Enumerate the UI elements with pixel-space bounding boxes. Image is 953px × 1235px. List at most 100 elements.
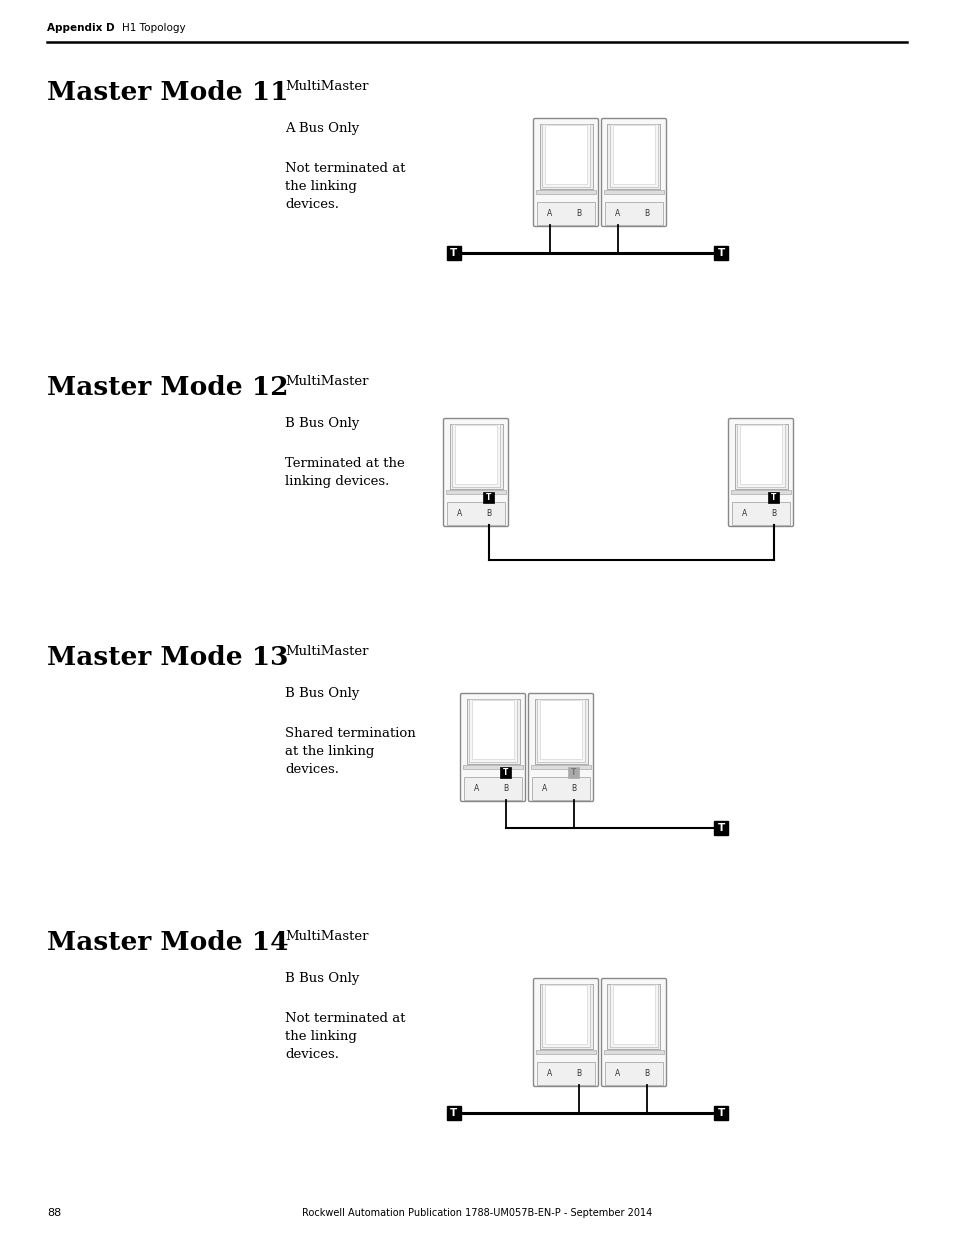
Bar (603, 190, 663, 194)
FancyBboxPatch shape (601, 978, 666, 1087)
Text: Not terminated at
the linking
devices.: Not terminated at the linking devices. (285, 162, 405, 211)
Bar (610, 984, 657, 1046)
Bar (539, 984, 592, 1049)
Bar (449, 424, 502, 489)
Bar (607, 984, 659, 1049)
Bar (536, 1050, 596, 1055)
Bar (466, 699, 519, 764)
Text: B Bus Only: B Bus Only (285, 972, 359, 986)
Text: MultiMaster: MultiMaster (285, 930, 368, 944)
Bar (537, 699, 584, 762)
Bar (537, 201, 595, 225)
Bar (455, 426, 497, 484)
FancyBboxPatch shape (528, 694, 593, 802)
Text: Rockwell Automation Publication 1788-UM057B-EN-P - September 2014: Rockwell Automation Publication 1788-UM0… (301, 1208, 652, 1218)
Text: A: A (615, 209, 619, 217)
Bar (713, 246, 727, 261)
Bar (610, 124, 657, 186)
Bar (537, 1062, 595, 1086)
Text: T: T (486, 493, 491, 501)
FancyBboxPatch shape (533, 978, 598, 1087)
Text: B: B (643, 1070, 649, 1078)
Text: 88: 88 (47, 1208, 61, 1218)
Bar (452, 424, 499, 487)
Text: T: T (717, 823, 724, 832)
Bar (534, 699, 587, 764)
Bar (469, 699, 517, 762)
Bar (730, 490, 790, 494)
Text: T: T (717, 1108, 724, 1118)
Text: B: B (770, 509, 776, 517)
Text: B: B (576, 1070, 580, 1078)
Text: Master Mode 13: Master Mode 13 (47, 645, 288, 671)
Text: A: A (546, 209, 552, 217)
Bar (539, 124, 592, 189)
Text: Appendix D: Appendix D (47, 23, 114, 33)
Text: A: A (546, 1070, 552, 1078)
Bar (446, 490, 505, 494)
Text: A: A (456, 509, 462, 517)
Bar (607, 124, 659, 189)
Text: Master Mode 12: Master Mode 12 (47, 375, 288, 400)
Bar (541, 984, 589, 1046)
Text: T: T (450, 248, 457, 258)
Text: A: A (541, 784, 547, 793)
Bar (463, 777, 521, 800)
Bar (734, 424, 786, 489)
Text: B: B (643, 209, 649, 217)
Bar (447, 246, 460, 261)
Bar (483, 492, 494, 503)
Bar (604, 1062, 662, 1086)
Text: Master Mode 11: Master Mode 11 (47, 80, 288, 105)
Bar (531, 777, 590, 800)
Bar (731, 501, 789, 525)
Text: B: B (486, 509, 491, 517)
Text: T: T (770, 493, 776, 501)
Text: A: A (615, 1070, 619, 1078)
Bar (499, 767, 511, 778)
Bar (544, 126, 587, 184)
Text: H1 Topology: H1 Topology (122, 23, 186, 33)
Text: B: B (576, 209, 580, 217)
Bar (541, 124, 589, 186)
Text: Not terminated at
the linking
devices.: Not terminated at the linking devices. (285, 1011, 405, 1061)
Bar (603, 1050, 663, 1055)
Bar (544, 986, 587, 1044)
Text: A: A (741, 509, 746, 517)
Text: T: T (502, 768, 508, 777)
FancyBboxPatch shape (728, 419, 793, 526)
Text: T: T (571, 768, 576, 777)
Bar (737, 424, 784, 487)
Bar (539, 700, 581, 760)
Bar (568, 767, 578, 778)
Bar (604, 201, 662, 225)
Bar (713, 1107, 727, 1120)
Bar (536, 190, 596, 194)
Bar (767, 492, 779, 503)
Bar (713, 821, 727, 835)
FancyBboxPatch shape (460, 694, 525, 802)
Bar (739, 426, 781, 484)
Text: B: B (503, 784, 508, 793)
FancyBboxPatch shape (601, 119, 666, 226)
Bar (446, 501, 505, 525)
Text: Terminated at the
linking devices.: Terminated at the linking devices. (285, 457, 404, 488)
FancyBboxPatch shape (443, 419, 508, 526)
Text: MultiMaster: MultiMaster (285, 645, 368, 658)
Bar (612, 126, 655, 184)
Text: A: A (474, 784, 478, 793)
Text: B: B (571, 784, 576, 793)
Text: A Bus Only: A Bus Only (285, 122, 359, 135)
Text: MultiMaster: MultiMaster (285, 80, 368, 93)
Bar (472, 700, 514, 760)
Bar (531, 766, 590, 769)
Bar (447, 1107, 460, 1120)
Text: Master Mode 14: Master Mode 14 (47, 930, 289, 955)
Text: T: T (717, 248, 724, 258)
Text: B Bus Only: B Bus Only (285, 417, 359, 430)
Text: B Bus Only: B Bus Only (285, 687, 359, 700)
Bar (462, 766, 522, 769)
Bar (612, 986, 655, 1044)
Text: Shared termination
at the linking
devices.: Shared termination at the linking device… (285, 727, 416, 776)
Text: MultiMaster: MultiMaster (285, 375, 368, 388)
